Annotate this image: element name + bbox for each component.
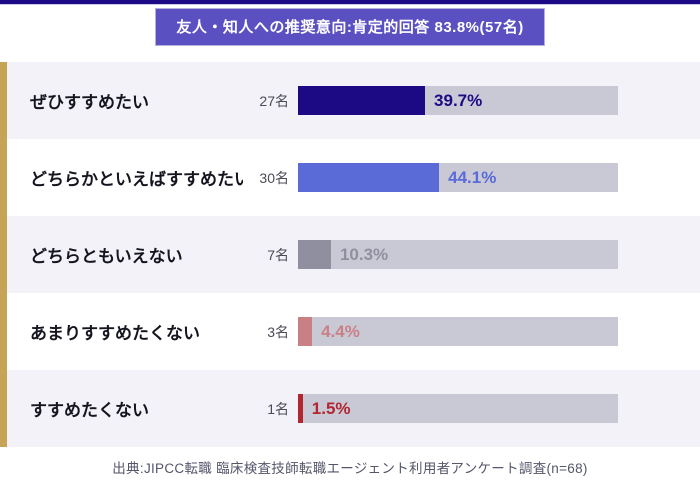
category-label: すすめたくない	[30, 401, 149, 420]
respondent-count: 30名	[259, 169, 289, 186]
top-accent-border	[0, 0, 700, 5]
chart-row: ぜひすすめたい 27名 39.7%	[7, 62, 700, 139]
bar-fill	[298, 240, 331, 269]
bar-track: 10.3%	[298, 240, 618, 269]
bar-track: 4.4%	[298, 317, 618, 346]
footer: 出典:JIPCC転職 臨床検査技師転職エージェント利用者アンケート調査(n=68…	[0, 457, 700, 478]
bar-value-label: 10.3%	[339, 244, 389, 264]
respondent-count: 3名	[267, 323, 289, 340]
bar-fill	[298, 394, 303, 423]
category-label: あまりすすめたくない	[30, 324, 200, 343]
chart-row: どちらともいえない 7名 10.3%	[7, 216, 700, 293]
category-label: どちらともいえない	[30, 247, 183, 266]
category-label: どちらかといえばすすめたい	[30, 170, 243, 189]
bar-track: 44.1%	[298, 163, 618, 192]
bar-value-label: 39.7%	[434, 90, 483, 110]
header: 友人・知人への推奨意向:肯定的回答 83.8%(57名)	[0, 5, 700, 62]
chart-row: あまりすすめたくない 3名 4.4%	[7, 293, 700, 370]
chart-rows: ぜひすすめたい 27名 39.7% どちらかといえばすすめたい 30名 44.1…	[0, 62, 700, 447]
category-label: ぜひすすめたい	[30, 93, 149, 112]
bar-fill	[298, 163, 440, 192]
bar-track: 1.5%	[298, 394, 618, 423]
chart-row: どちらかといえばすすめたい 30名 44.1%	[7, 139, 700, 216]
respondent-count: 7名	[267, 246, 289, 263]
bar-track: 39.7%	[298, 86, 618, 115]
bar-value-label: 1.5%	[311, 398, 351, 418]
chart-title-banner: 友人・知人への推奨意向:肯定的回答 83.8%(57名)	[155, 8, 545, 46]
bar-value-label: 4.4%	[321, 321, 360, 341]
bar-fill	[298, 317, 313, 346]
bar-value-label: 44.1%	[448, 167, 497, 187]
bar-fill	[298, 86, 426, 115]
respondent-count: 27名	[259, 92, 289, 109]
chart-row: すすめたくない 1名 1.5%	[7, 370, 700, 447]
source-note: 出典:JIPCC転職 臨床検査技師転職エージェント利用者アンケート調査(n=68…	[112, 461, 588, 476]
respondent-count: 1名	[267, 400, 289, 417]
